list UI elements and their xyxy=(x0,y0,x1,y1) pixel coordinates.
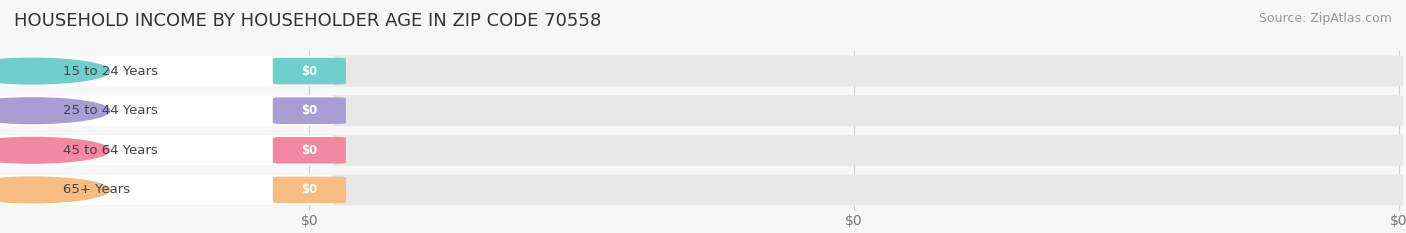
Text: Source: ZipAtlas.com: Source: ZipAtlas.com xyxy=(1258,12,1392,25)
Circle shape xyxy=(0,58,110,84)
Text: $0: $0 xyxy=(301,183,318,196)
FancyBboxPatch shape xyxy=(0,175,333,205)
FancyBboxPatch shape xyxy=(273,137,346,164)
Text: $0: $0 xyxy=(301,104,318,117)
Text: $0: $0 xyxy=(301,214,318,228)
Text: $0: $0 xyxy=(301,144,318,157)
FancyBboxPatch shape xyxy=(0,95,333,126)
FancyBboxPatch shape xyxy=(273,177,346,203)
Text: $0: $0 xyxy=(301,65,318,78)
Text: 15 to 24 Years: 15 to 24 Years xyxy=(63,65,159,78)
Text: 45 to 64 Years: 45 to 64 Years xyxy=(63,144,157,157)
FancyBboxPatch shape xyxy=(273,58,346,84)
FancyBboxPatch shape xyxy=(3,175,1403,205)
FancyBboxPatch shape xyxy=(3,56,1403,86)
FancyBboxPatch shape xyxy=(0,56,333,86)
Text: 25 to 44 Years: 25 to 44 Years xyxy=(63,104,157,117)
FancyBboxPatch shape xyxy=(3,95,1403,126)
Text: 65+ Years: 65+ Years xyxy=(63,183,131,196)
FancyBboxPatch shape xyxy=(273,97,346,124)
Circle shape xyxy=(0,98,110,123)
Circle shape xyxy=(0,137,110,163)
Text: $0: $0 xyxy=(845,214,863,228)
FancyBboxPatch shape xyxy=(0,135,333,166)
Text: HOUSEHOLD INCOME BY HOUSEHOLDER AGE IN ZIP CODE 70558: HOUSEHOLD INCOME BY HOUSEHOLDER AGE IN Z… xyxy=(14,12,602,30)
Circle shape xyxy=(0,177,110,203)
Text: $0: $0 xyxy=(1391,214,1406,228)
FancyBboxPatch shape xyxy=(3,135,1403,166)
